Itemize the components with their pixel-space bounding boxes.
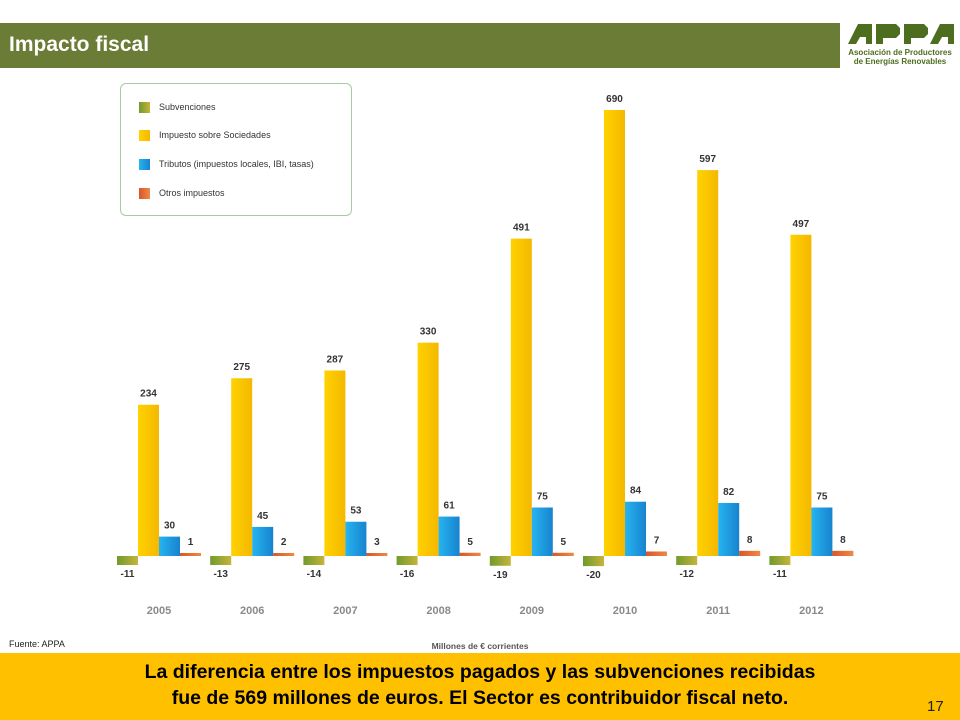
bar-tributos-2009	[531, 507, 553, 556]
data-label-impuesto-sociedades-2007: 287	[327, 354, 344, 365]
legend-item-impuesto-sociedades: Impuesto sobre Sociedades	[139, 129, 271, 141]
data-label-impuesto-sociedades-2009: 491	[513, 223, 530, 234]
bar-tributos-2008	[438, 516, 460, 556]
data-label-impuesto-sociedades-2005: 234	[140, 389, 157, 400]
data-label-otros-impuestos-2009: 5	[561, 537, 567, 548]
data-label-tributos-2009: 75	[537, 492, 549, 503]
data-label-subvenciones-2012: -11	[773, 569, 787, 580]
data-label-subvenciones-2007: -14	[307, 569, 322, 580]
data-label-otros-impuestos-2011: 8	[747, 535, 753, 546]
appa-logo-mark	[848, 24, 954, 44]
bar-tributos-2005	[159, 536, 180, 556]
bar-tributos-2012	[811, 507, 833, 556]
data-label-tributos-2006: 45	[257, 511, 269, 522]
data-label-otros-impuestos-2010: 7	[654, 535, 660, 546]
bar-tributos-2006	[252, 526, 274, 556]
bar-impuesto-sociedades-2008	[417, 342, 439, 556]
page-number: 17	[927, 698, 944, 715]
bar-impuesto-sociedades-2009	[510, 238, 532, 557]
bar-tributos-2010	[625, 501, 646, 556]
bar-otros-impuestos-2008	[459, 552, 481, 556]
x-tick-label-2005: 2005	[147, 605, 171, 617]
bar-subvenciones-2012	[769, 556, 791, 565]
legend-item-subvenciones: Subvenciones	[139, 101, 216, 113]
bar-impuesto-sociedades-2011	[697, 170, 719, 556]
legend-item-tributos: Tributos (impuestos locales, IBI, tasas)	[139, 158, 314, 170]
data-label-subvenciones-2009: -19	[493, 570, 508, 581]
x-tick-label-2009: 2009	[520, 605, 544, 617]
conclusion-band: La diferencia entre los impuestos pagado…	[0, 653, 960, 720]
source-note: Fuente: APPA	[9, 639, 65, 649]
data-label-otros-impuestos-2007: 3	[374, 537, 380, 548]
title-bar: Impacto fiscal	[0, 23, 840, 68]
x-tick-label-2008: 2008	[426, 605, 450, 617]
data-label-tributos-2008: 61	[444, 501, 456, 512]
x-tick-label-2006: 2006	[240, 605, 264, 617]
legend-label: Subvenciones	[159, 102, 216, 112]
slide-title: Impacto fiscal	[9, 33, 150, 56]
data-label-subvenciones-2010: -20	[586, 570, 601, 581]
legend-swatch-otros-impuestos	[139, 187, 150, 199]
data-label-otros-impuestos-2008: 5	[467, 537, 473, 548]
legend-label: Impuesto sobre Sociedades	[159, 130, 271, 140]
bar-impuesto-sociedades-2010	[604, 110, 625, 556]
conclusion-line-1: La diferencia entre los impuestos pagado…	[144, 661, 816, 683]
data-label-otros-impuestos-2006: 2	[281, 537, 287, 548]
bar-subvenciones-2009	[489, 556, 511, 566]
legend-swatch-impuesto-sociedades	[139, 129, 150, 141]
bar-subvenciones-2011	[676, 556, 698, 565]
data-label-tributos-2005: 30	[164, 521, 176, 532]
bar-otros-impuestos-2005	[180, 553, 201, 556]
data-label-subvenciones-2005: -11	[121, 569, 135, 580]
data-label-otros-impuestos-2005: 1	[188, 537, 194, 548]
bar-otros-impuestos-2010	[646, 551, 667, 556]
bar-impuesto-sociedades-2005	[138, 404, 159, 556]
bar-tributos-2007	[345, 521, 367, 556]
bar-otros-impuestos-2011	[739, 550, 761, 556]
logo-text-line2: de Energías Renovables	[853, 57, 947, 66]
legend-swatch-subvenciones	[139, 101, 150, 113]
bar-subvenciones-2008	[396, 556, 418, 565]
bar-impuesto-sociedades-2012	[790, 234, 812, 556]
legend-item-otros-impuestos: Otros impuestos	[139, 187, 225, 199]
bar-impuesto-sociedades-2007	[324, 370, 346, 556]
bar-tributos-2011	[718, 502, 740, 556]
legend-label: Tributos (impuestos locales, IBI, tasas)	[159, 159, 314, 169]
x-tick-label-2011: 2011	[706, 605, 730, 617]
data-label-subvenciones-2008: -16	[400, 569, 415, 580]
x-tick-label-2010: 2010	[613, 605, 637, 617]
data-label-impuesto-sociedades-2008: 330	[420, 327, 437, 338]
bar-subvenciones-2005	[117, 556, 138, 565]
bar-subvenciones-2010	[583, 556, 604, 567]
data-label-subvenciones-2006: -13	[213, 569, 228, 580]
bar-otros-impuestos-2007	[366, 553, 388, 556]
appa-logo: Asociación de Productores de Energías Re…	[842, 22, 958, 70]
legend-label: Otros impuestos	[159, 188, 225, 198]
data-label-impuesto-sociedades-2012: 497	[793, 219, 810, 230]
bar-otros-impuestos-2009	[552, 552, 574, 556]
conclusion-line-2: fue de 569 millones de euros. El Sector …	[171, 687, 789, 709]
data-label-tributos-2012: 75	[816, 492, 828, 503]
data-label-impuesto-sociedades-2010: 690	[606, 94, 623, 105]
legend-swatch-tributos	[139, 158, 150, 170]
bar-subvenciones-2006	[210, 556, 232, 565]
chart-legend: Subvenciones Impuesto sobre Sociedades T…	[120, 83, 352, 216]
x-tick-label-2007: 2007	[333, 605, 357, 617]
data-label-tributos-2007: 53	[350, 506, 362, 517]
bar-subvenciones-2007	[303, 556, 325, 565]
data-label-tributos-2010: 84	[630, 486, 642, 497]
data-label-otros-impuestos-2012: 8	[840, 535, 846, 546]
data-label-impuesto-sociedades-2011: 597	[699, 154, 716, 165]
bar-impuesto-sociedades-2006	[231, 378, 253, 556]
data-label-subvenciones-2011: -12	[679, 569, 694, 580]
logo-text-line1: Asociación de Productores	[848, 48, 952, 57]
bar-otros-impuestos-2006	[273, 553, 295, 556]
bar-otros-impuestos-2012	[832, 550, 854, 556]
x-tick-label-2012: 2012	[799, 605, 823, 617]
axis-caption: Millones de € corrientes	[431, 641, 529, 651]
data-label-impuesto-sociedades-2006: 275	[233, 362, 250, 373]
data-label-tributos-2011: 82	[723, 487, 735, 498]
